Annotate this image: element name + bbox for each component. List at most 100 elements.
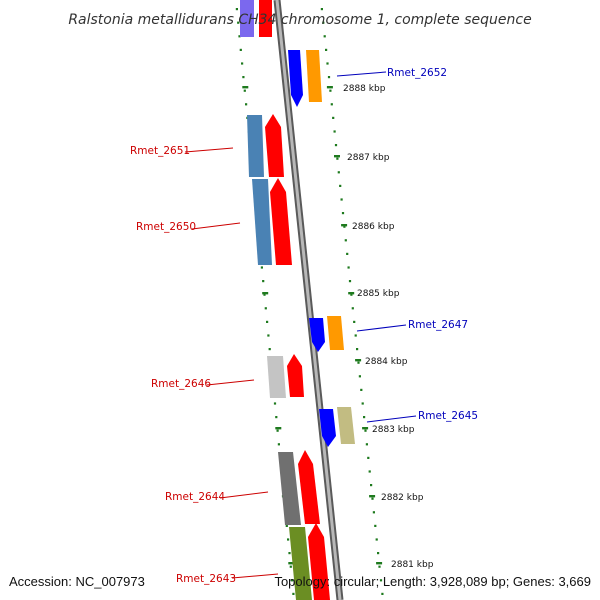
gene-rmet-2652[interactable]: Rmet_2652 xyxy=(288,50,447,107)
ruler-dot xyxy=(273,402,277,405)
ruler-dot xyxy=(264,307,267,310)
ruler-dot xyxy=(381,592,384,595)
ruler-dot xyxy=(268,348,271,351)
right-ruler-tick xyxy=(348,292,355,295)
ruler-dot xyxy=(291,579,294,582)
ruler-dot xyxy=(322,21,325,24)
gene-label[interactable]: Rmet_2651 xyxy=(130,145,190,157)
ruler-dot xyxy=(326,62,329,65)
ruler-dot xyxy=(239,48,242,51)
left-ruler-tick xyxy=(288,562,295,565)
ruler-dot xyxy=(347,266,350,269)
kbp-label-2887: 2887 kbp xyxy=(347,153,390,163)
ruler-dot xyxy=(360,388,363,391)
ruler-dot xyxy=(275,416,278,419)
ruler-dot xyxy=(363,416,366,419)
chromosome-backbone xyxy=(273,0,344,600)
ruler-dot xyxy=(288,552,291,555)
ruler-dot xyxy=(337,171,340,174)
ruler-dot xyxy=(365,443,368,446)
gene-offscreen-top[interactable] xyxy=(240,0,272,37)
ruler-dot xyxy=(354,334,357,337)
ruler-dot xyxy=(292,592,295,595)
ruler-dot xyxy=(356,348,359,351)
ruler-dot xyxy=(327,76,331,79)
ruler-dot xyxy=(341,212,345,215)
ruler-dot xyxy=(333,130,336,133)
kbp-label-2885: 2885 kbp xyxy=(357,289,400,299)
ruler-dot xyxy=(353,320,356,323)
ruler-dot xyxy=(330,103,333,106)
right-ruler-tick xyxy=(355,359,362,362)
ruler-dot xyxy=(262,280,265,283)
ruler-dot xyxy=(378,565,381,568)
ruler-dot xyxy=(276,429,279,432)
ruler-dot xyxy=(368,470,371,473)
ruler-dot xyxy=(237,21,240,24)
ruler-dot xyxy=(371,497,374,500)
ruler-dot xyxy=(364,429,367,432)
gene-rmet-2645[interactable]: Rmet_2645 xyxy=(319,407,478,447)
gene-label[interactable]: Rmet_2646 xyxy=(151,378,211,390)
ruler-dot xyxy=(289,565,292,568)
ruler-dot xyxy=(332,116,335,119)
ruler-dot xyxy=(361,402,364,405)
left-ruler-tick xyxy=(262,292,269,295)
ruler-dot xyxy=(358,375,361,378)
right-ruler-tick xyxy=(334,155,340,158)
gene-rmet-2650[interactable]: Rmet_2650 xyxy=(136,178,292,265)
ruler-dot xyxy=(263,293,266,296)
kbp-label-2886: 2886 kbp xyxy=(352,222,395,232)
kbp-label-2888: 2888 kbp xyxy=(343,84,386,94)
right-ruler-tick xyxy=(326,86,333,89)
ruler-dot xyxy=(375,538,378,541)
gene-rmet-2646[interactable]: Rmet_2646 xyxy=(151,354,304,398)
ruler-dot xyxy=(243,89,246,92)
ruler-dot xyxy=(334,144,338,147)
right-ruler-tick xyxy=(362,427,369,430)
gene-label[interactable]: Rmet_2650 xyxy=(136,221,196,233)
ruler-dot xyxy=(351,307,354,310)
ruler-dot xyxy=(367,456,370,459)
kbp-label-2884: 2884 kbp xyxy=(365,357,408,367)
gene-label[interactable]: Rmet_2645 xyxy=(418,410,478,422)
ruler-dot xyxy=(379,579,383,582)
ruler-dot xyxy=(357,361,360,364)
ruler-dot xyxy=(238,35,241,38)
ruler-dot xyxy=(339,184,342,187)
ruler-dot xyxy=(336,157,339,160)
ruler-dot xyxy=(370,484,373,487)
ruler-dot xyxy=(374,524,377,527)
gene-rmet-2651[interactable]: Rmet_2651 xyxy=(130,114,284,177)
ruler-dot xyxy=(346,252,349,255)
ruler-dot xyxy=(242,76,245,79)
ruler-dot xyxy=(266,320,269,323)
ruler-dot xyxy=(350,293,353,296)
gene-rmet-2647[interactable]: Rmet_2647 xyxy=(309,316,468,352)
kbp-label-2882: 2882 kbp xyxy=(381,493,424,503)
gene-label[interactable]: Rmet_2643 xyxy=(176,573,236,585)
ruler-dot xyxy=(325,48,328,51)
ruler-dot xyxy=(372,511,375,514)
ruler-dot xyxy=(267,334,270,337)
ruler-dot xyxy=(323,35,326,38)
right-ruler-dots xyxy=(320,8,384,595)
ruler-dot xyxy=(260,266,263,269)
gene-label[interactable]: Rmet_2644 xyxy=(165,491,225,503)
ruler-dot xyxy=(277,443,280,446)
right-ruler-tick xyxy=(341,224,348,227)
gene-rmet-2643[interactable]: Rmet_2643 xyxy=(176,523,330,600)
gene-label[interactable]: Rmet_2647 xyxy=(408,319,468,331)
ruler-dot xyxy=(320,8,323,11)
left-ruler-tick xyxy=(242,86,249,89)
gene-rmet-2644[interactable]: Rmet_2644 xyxy=(165,450,320,525)
map-title: Ralstonia metallidurans CH34 chromosome … xyxy=(68,12,531,28)
kbp-labels: 2888 kbp 2887 kbp 2886 kbp 2885 kbp 2884… xyxy=(343,84,434,570)
gene-label[interactable]: Rmet_2652 xyxy=(387,67,447,79)
ruler-dot xyxy=(340,198,343,201)
ruler-dot xyxy=(377,552,380,555)
ruler-dot xyxy=(285,524,288,527)
ruler-dot xyxy=(343,225,346,228)
left-ruler-tick xyxy=(275,427,282,430)
